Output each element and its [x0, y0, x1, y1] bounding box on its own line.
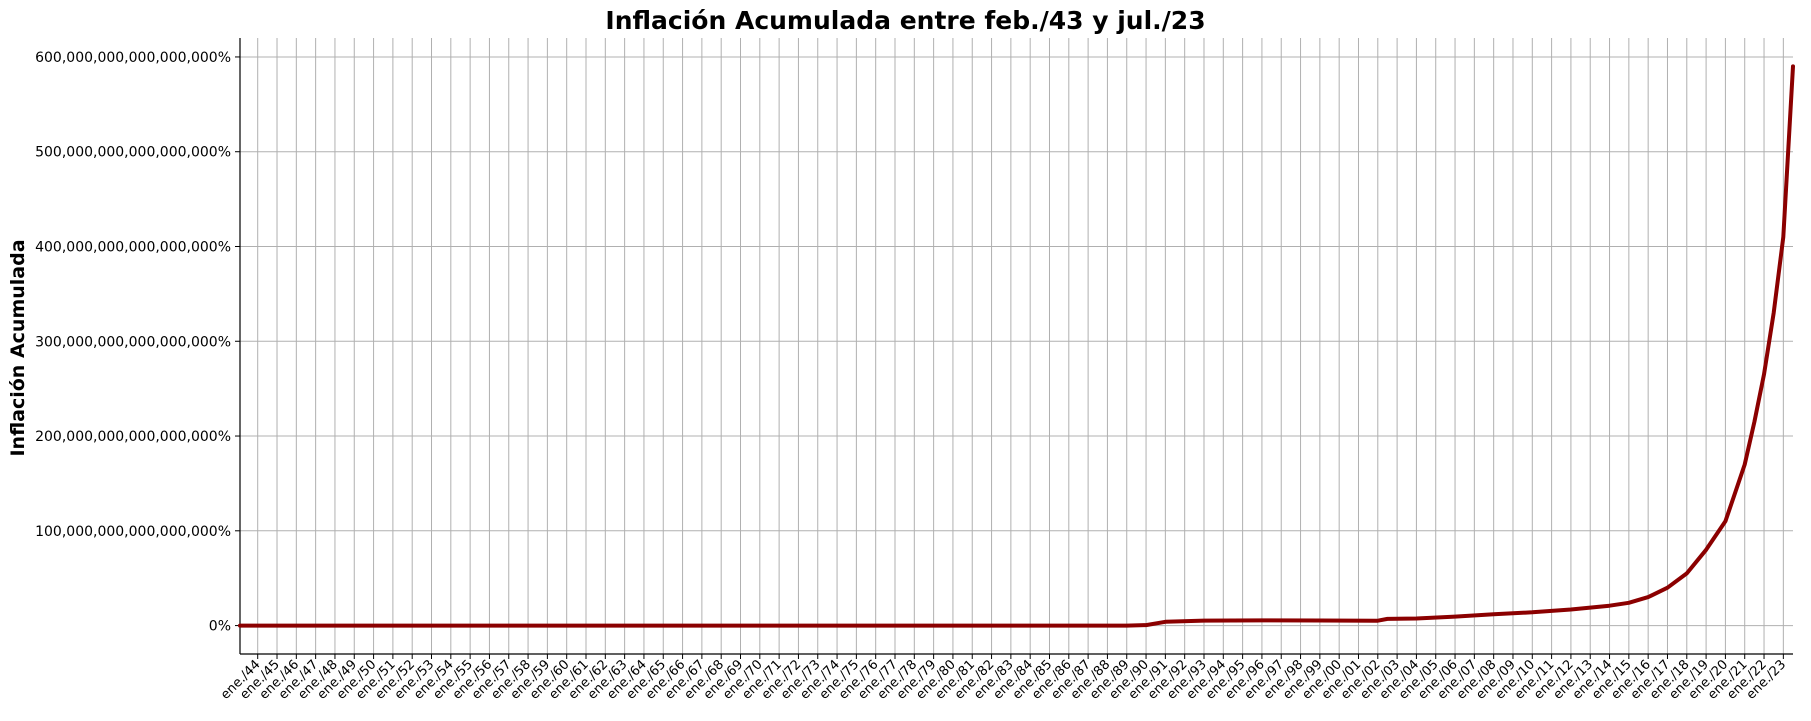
y-axis-ticks: 0% 100,000,000,000,000,000% 200,000,000,00… — [35, 50, 240, 635]
y-tick-label: 200,000,000,000,000,000% — [35, 429, 231, 445]
y-tick-label: 100,000,000,000,000,000% — [35, 524, 231, 540]
horizontal-gridlines — [240, 56, 1793, 627]
y-tick-label: 400,000,000,000,000,000% — [35, 239, 231, 255]
inflation-line — [238, 64, 1795, 628]
vertical-gridlines — [257, 38, 1784, 654]
data-series — [238, 64, 1795, 628]
y-tick-label: 0% — [209, 619, 231, 635]
axes — [239, 38, 1793, 655]
chart-title: Inflación Acumulada entre feb./43 y jul.… — [605, 6, 1206, 35]
y-tick-label: 300,000,000,000,000,000% — [35, 334, 231, 350]
x-axis-ticks: ene./44ene./45ene./46ene./47ene./48ene./… — [218, 654, 1789, 703]
y-tick-label: 500,000,000,000,000,000% — [35, 145, 231, 161]
y-tick-label: 600,000,000,000,000,000% — [35, 50, 231, 66]
